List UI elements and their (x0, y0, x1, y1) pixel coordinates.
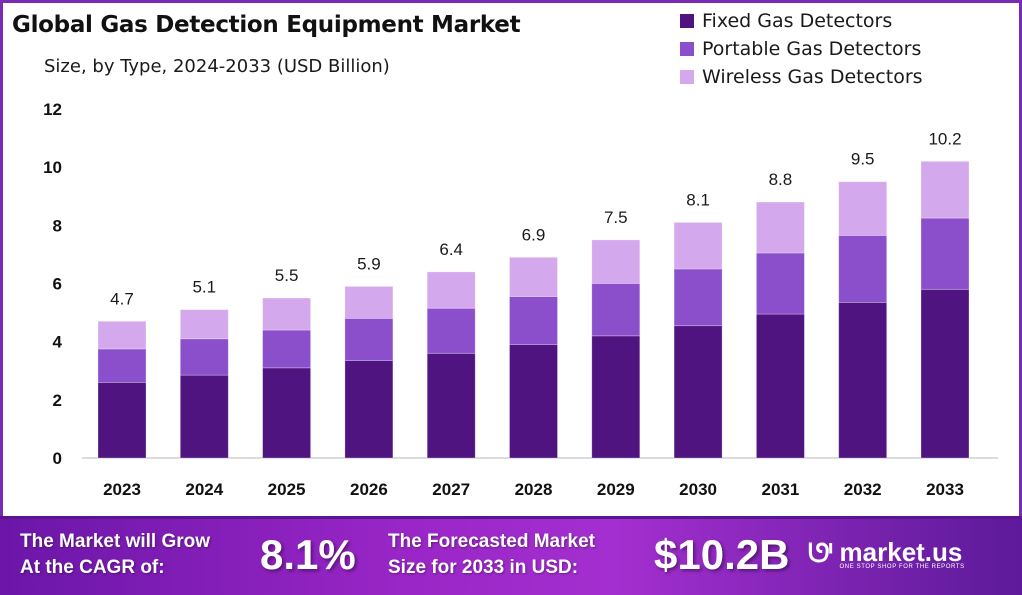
bar-segment-portable-gas-detectors (756, 252, 805, 315)
bar-segment-fixed-gas-detectors (97, 381, 147, 459)
bar-segment-fixed-gas-detectors (509, 344, 558, 459)
legend-label-wireless: Wireless Gas Detectors (702, 66, 923, 88)
bar-segment-wireless-gas-detectors (920, 160, 970, 219)
x-tick-label: 2033 (926, 480, 964, 499)
bar-segment-wireless-gas-detectors (344, 286, 394, 319)
bar-segment-wireless-gas-detectors (838, 181, 888, 236)
bar-total-label: 10.2 (928, 129, 961, 148)
bar-segment-wireless-gas-detectors (591, 239, 641, 284)
bar-segment-wireless-gas-detectors (509, 256, 558, 297)
bar-total-label: 6.9 (522, 225, 546, 244)
bar-total-label: 5.9 (357, 254, 381, 273)
brand-logo-text-group: market.us ONE STOP SHOP FOR THE REPORTS (839, 536, 965, 570)
bar-segment-portable-gas-detectors (920, 217, 970, 290)
y-tick-label: 8 (53, 216, 62, 235)
x-tick-label: 2028 (515, 480, 553, 499)
bar-segment-portable-gas-detectors (673, 268, 723, 327)
bar-segment-wireless-gas-detectors (179, 309, 229, 340)
brand-name: market.us (839, 536, 963, 567)
x-tick-label: 2024 (185, 480, 223, 499)
brand-logo: ᘎᑊ market.us ONE STOP SHOP FOR THE REPOR… (808, 539, 965, 570)
brand-tagline: ONE STOP SHOP FOR THE REPORTS (839, 563, 965, 570)
bar-total-label: 5.5 (275, 266, 299, 285)
x-tick-label: 2031 (761, 480, 799, 499)
forecast-value: $10.2B (654, 531, 790, 578)
bar-segment-wireless-gas-detectors (756, 201, 805, 254)
legend: Fixed Gas Detectors Portable Gas Detecto… (680, 7, 923, 91)
bar-segment-fixed-gas-detectors (673, 325, 723, 459)
legend-item-fixed: Fixed Gas Detectors (680, 7, 923, 35)
bar-total-label: 9.5 (851, 150, 875, 169)
bar-segment-wireless-gas-detectors (262, 297, 312, 331)
bar-total-label: 6.4 (439, 240, 463, 259)
bar-segment-portable-gas-detectors (97, 348, 147, 383)
forecast-label: The Forecasted Market Size for 2033 in U… (388, 529, 595, 581)
bar-total-label: 5.1 (192, 278, 216, 297)
bar-segment-portable-gas-detectors (591, 283, 641, 337)
bar-segment-portable-gas-detectors (344, 317, 394, 361)
bar-total-label: 8.8 (769, 170, 793, 189)
bar-segment-fixed-gas-detectors (344, 360, 394, 459)
y-tick-label: 12 (43, 100, 62, 119)
bar-segment-portable-gas-detectors (262, 329, 312, 369)
legend-swatch-fixed (680, 14, 694, 28)
bar-total-label: 4.7 (110, 289, 134, 308)
cagr-label-line1: The Market will Grow (20, 531, 211, 552)
x-tick-label: 2027 (432, 480, 470, 499)
bar-segment-portable-gas-detectors (179, 338, 229, 376)
y-tick-label: 10 (43, 158, 62, 177)
cagr-value: 8.1% (260, 531, 356, 578)
x-tick-label: 2025 (268, 480, 306, 499)
bar-segment-portable-gas-detectors (426, 307, 476, 354)
chart-subtitle: Size, by Type, 2024-2033 (USD Billion) (44, 56, 390, 77)
bar-segment-fixed-gas-detectors (838, 302, 888, 459)
bar-total-label: 8.1 (686, 190, 710, 209)
y-tick-label: 2 (53, 391, 62, 410)
forecast-label-line1: The Forecasted Market (388, 531, 595, 552)
x-tick-label: 2023 (103, 480, 141, 499)
bar-segment-wireless-gas-detectors (426, 271, 476, 309)
bar-segment-fixed-gas-detectors (591, 335, 641, 459)
x-tick-label: 2029 (597, 480, 635, 499)
forecast-label-line2: Size for 2033 in USD: (388, 557, 579, 578)
bar-segment-fixed-gas-detectors (179, 374, 229, 459)
x-tick-label: 2032 (844, 480, 882, 499)
legend-swatch-wireless (680, 70, 694, 84)
x-tick-label: 2026 (350, 480, 388, 499)
cagr-label-line2: At the CAGR of: (20, 557, 165, 578)
legend-item-portable: Portable Gas Detectors (680, 35, 923, 63)
legend-swatch-portable (680, 42, 694, 56)
bar-segment-portable-gas-detectors (509, 296, 558, 345)
legend-item-wireless: Wireless Gas Detectors (680, 63, 923, 91)
x-tick-label: 2030 (679, 480, 717, 499)
bar-segment-fixed-gas-detectors (920, 288, 970, 459)
brand-logo-icon: ᘎᑊ (808, 539, 833, 569)
bar-segment-fixed-gas-detectors (426, 352, 476, 459)
legend-label-fixed: Fixed Gas Detectors (702, 10, 893, 32)
y-tick-label: 6 (53, 275, 62, 294)
bar-segment-fixed-gas-detectors (262, 367, 312, 459)
summary-banner: The Market will Grow At the CAGR of: 8.1… (0, 516, 1022, 595)
y-tick-label: 4 (53, 333, 63, 352)
bar-segment-fixed-gas-detectors (756, 313, 805, 459)
legend-label-portable: Portable Gas Detectors (702, 38, 922, 60)
y-tick-label: 0 (53, 449, 62, 468)
stacked-bar-chart: 0 2 4 6 8 10 12 4.7 2023 5.1 2024 5.5 2025 5.9 2026 6.4… (43, 100, 998, 499)
bar-segment-wireless-gas-detectors (673, 222, 723, 270)
bar-total-label: 7.5 (604, 208, 628, 227)
cagr-label: The Market will Grow At the CAGR of: (20, 529, 210, 581)
bar-segment-wireless-gas-detectors (97, 320, 147, 350)
bar-segment-portable-gas-detectors (838, 235, 888, 303)
chart-title: Global Gas Detection Equipment Market (12, 12, 521, 38)
